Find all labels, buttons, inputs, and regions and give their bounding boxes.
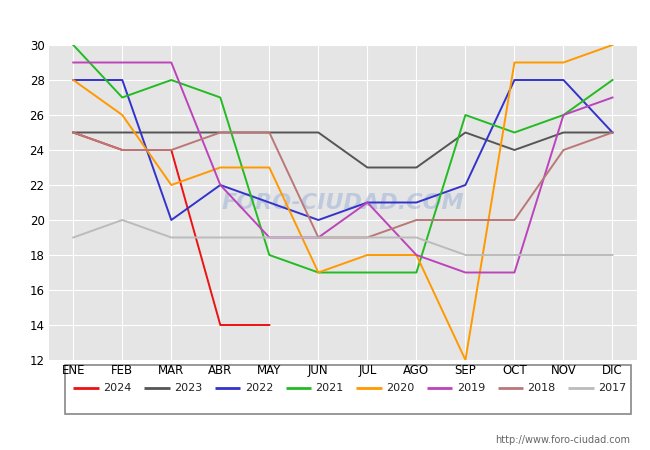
Text: http://www.foro-ciudad.com: http://www.foro-ciudad.com (495, 435, 630, 445)
Text: 2017: 2017 (598, 383, 627, 393)
Text: 2019: 2019 (457, 383, 485, 393)
FancyBboxPatch shape (65, 364, 630, 414)
Text: 2024: 2024 (103, 383, 132, 393)
Text: 2020: 2020 (386, 383, 415, 393)
Text: 2021: 2021 (315, 383, 344, 393)
Text: 2022: 2022 (245, 383, 273, 393)
Text: 2023: 2023 (174, 383, 202, 393)
Text: Afiliados en Millena a 31/5/2024: Afiliados en Millena a 31/5/2024 (192, 11, 458, 29)
Text: 2018: 2018 (528, 383, 556, 393)
Text: FORO-CIUDAD.COM: FORO-CIUDAD.COM (222, 193, 464, 212)
